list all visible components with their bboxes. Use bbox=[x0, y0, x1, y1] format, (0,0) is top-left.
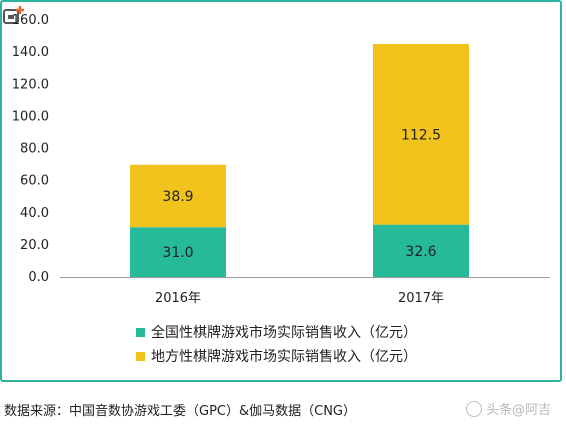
legend-label-local: 地方性棋牌游戏市场实际销售收入（亿元） bbox=[151, 349, 417, 365]
bar-segment bbox=[373, 43, 469, 225]
bar-segment bbox=[130, 164, 226, 228]
legend-item-national: 全国性棋牌游戏市场实际销售收入（亿元） bbox=[136, 322, 417, 342]
category-label: 2017年 bbox=[398, 291, 444, 306]
y-tick-label: 60.0 bbox=[20, 174, 49, 189]
stacked-bar-chart: 0.020.040.060.080.0100.0120.0140.0160.0 … bbox=[12, 13, 550, 306]
watermark: 头条@阿吉 bbox=[466, 399, 551, 418]
legend-label-national: 全国性棋牌游戏市场实际销售收入（亿元） bbox=[151, 325, 417, 341]
bar-segment bbox=[373, 224, 469, 277]
bar-segment bbox=[130, 227, 226, 277]
y-tick-label: 20.0 bbox=[20, 238, 49, 253]
data-label: 38.9 bbox=[162, 189, 193, 205]
source-note: 数据来源：中国音数协游戏工委（GPC）&伽马数据（CNG） bbox=[4, 404, 357, 419]
watermark-text: 头条@阿吉 bbox=[486, 403, 552, 418]
legend-swatch-local bbox=[136, 351, 145, 361]
legend-item-local: 地方性棋牌游戏市场实际销售收入（亿元） bbox=[136, 346, 417, 366]
watermark-icon bbox=[466, 400, 482, 417]
legend-swatch-national bbox=[136, 327, 145, 337]
category-label: 2016年 bbox=[155, 291, 201, 306]
y-tick-label: 120.0 bbox=[12, 77, 49, 92]
y-tick-label: 40.0 bbox=[20, 206, 49, 221]
y-tick-label: 0.0 bbox=[28, 270, 49, 285]
data-label: 112.5 bbox=[401, 127, 441, 143]
y-tick-label: 100.0 bbox=[12, 109, 49, 124]
data-label: 32.6 bbox=[405, 244, 436, 260]
add-square-icon bbox=[2, 4, 28, 26]
chart-frame bbox=[0, 0, 562, 382]
y-tick-label: 80.0 bbox=[20, 142, 49, 157]
y-tick-label: 140.0 bbox=[12, 45, 49, 60]
y-tick-label: 160.0 bbox=[12, 13, 49, 28]
data-label: 31.0 bbox=[162, 245, 193, 261]
